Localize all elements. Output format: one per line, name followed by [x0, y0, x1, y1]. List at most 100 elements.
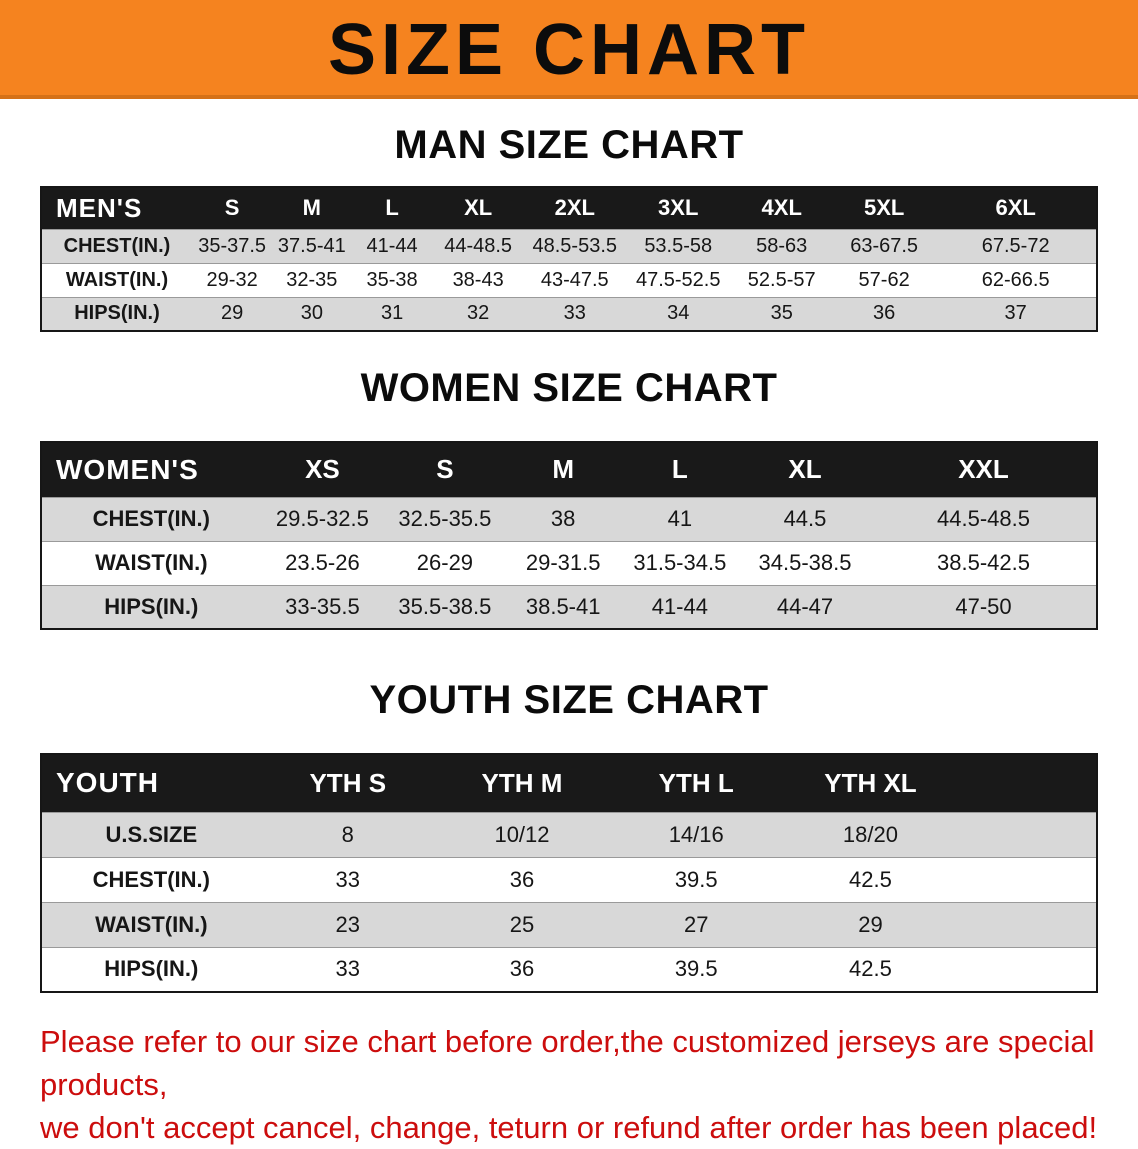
table-cell: 29-31.5 [505, 540, 621, 585]
table-cell: 48.5-53.5 [523, 228, 626, 263]
youth-size-table: YOUTH YTH S YTH M YTH L YTH XL U.S.SIZE … [40, 753, 1098, 993]
table-cell: 43-47.5 [523, 262, 626, 297]
men-column-header: L [351, 187, 433, 229]
youth-section-heading: YOUTH SIZE CHART [369, 678, 769, 722]
women-table-title: WOMEN'S [41, 442, 261, 497]
table-cell: 39.5 [609, 946, 784, 992]
men-column-header: M [272, 187, 352, 229]
youth-column-header: YTH L [609, 754, 784, 812]
table-cell: 36 [434, 856, 610, 902]
youth-section: YOUTH SIZE CHART YOUTH YTH S YTH M YTH L… [0, 678, 1138, 993]
spacer-cell [957, 754, 1097, 812]
women-column-header: L [620, 442, 739, 497]
table-cell: 29 [783, 901, 958, 947]
table-cell: 47.5-52.5 [625, 262, 731, 297]
row-label: CHEST(IN.) [41, 496, 261, 541]
women-column-header: XS [260, 442, 385, 497]
men-section: MAN SIZE CHART MEN'S S M L XL 2XL 3XL 4X… [0, 123, 1138, 332]
youth-ussize-row: U.S.SIZE 8 10/12 14/16 18/20 [41, 811, 1097, 857]
table-cell: 33-35.5 [260, 584, 385, 629]
row-label: WAIST(IN.) [41, 540, 261, 585]
women-section: WOMEN SIZE CHART WOMEN'S XS S M L XL XXL [0, 366, 1138, 630]
youth-column-header: YTH M [434, 754, 610, 812]
youth-column-header: YTH XL [783, 754, 958, 812]
row-label: HIPS(IN.) [41, 584, 261, 629]
table-cell: 18/20 [783, 811, 958, 857]
table-cell: 47-50 [870, 584, 1097, 629]
table-cell: 44-48.5 [432, 228, 524, 263]
page-title: SIZE CHART [328, 9, 810, 90]
table-cell: 41-44 [351, 228, 433, 263]
table-cell: 29.5-32.5 [260, 496, 385, 541]
table-cell: 44.5-48.5 [870, 496, 1097, 541]
men-table-title: MEN'S [41, 187, 192, 229]
row-label: WAIST(IN.) [41, 262, 192, 297]
table-cell: 33 [260, 856, 435, 902]
table-cell: 25 [434, 901, 610, 947]
men-chest-row: CHEST(IN.) 35-37.5 37.5-41 41-44 44-48.5… [41, 228, 1097, 263]
table-cell: 35-37.5 [192, 228, 273, 263]
disclaimer: Please refer to our size chart before or… [40, 1021, 1098, 1149]
men-column-header: XL [432, 187, 524, 229]
table-cell: 36 [434, 946, 610, 992]
row-label: WAIST(IN.) [41, 901, 261, 947]
table-cell: 36 [832, 296, 936, 331]
table-cell: 39.5 [609, 856, 784, 902]
youth-table-header-row: YOUTH YTH S YTH M YTH L YTH XL [41, 754, 1097, 812]
table-cell: 8 [260, 811, 435, 857]
women-chest-row: CHEST(IN.) 29.5-32.5 32.5-35.5 38 41 44.… [41, 496, 1097, 541]
table-cell: 41 [620, 496, 739, 541]
women-column-header: XXL [870, 442, 1097, 497]
youth-waist-row: WAIST(IN.) 23 25 27 29 [41, 901, 1097, 947]
table-cell: 23 [260, 901, 435, 947]
table-cell: 38 [505, 496, 621, 541]
men-column-header: 5XL [832, 187, 936, 229]
table-cell: 34.5-38.5 [738, 540, 871, 585]
table-cell: 34 [625, 296, 731, 331]
table-cell: 23.5-26 [260, 540, 385, 585]
table-cell: 63-67.5 [832, 228, 936, 263]
table-cell: 32.5-35.5 [384, 496, 506, 541]
women-column-header: M [505, 442, 621, 497]
table-cell: 58-63 [730, 228, 833, 263]
youth-column-header: YTH S [260, 754, 435, 812]
women-table-header-row: WOMEN'S XS S M L XL XXL [41, 442, 1097, 497]
table-cell: 32 [432, 296, 524, 331]
table-cell: 33 [523, 296, 626, 331]
table-cell: 29-32 [192, 262, 273, 297]
table-cell: 53.5-58 [625, 228, 731, 263]
table-cell: 52.5-57 [730, 262, 833, 297]
row-label: HIPS(IN.) [41, 946, 261, 992]
table-cell: 26-29 [384, 540, 506, 585]
table-cell: 67.5-72 [935, 228, 1097, 263]
women-section-heading: WOMEN SIZE CHART [360, 366, 778, 410]
men-waist-row: WAIST(IN.) 29-32 32-35 35-38 38-43 43-47… [41, 262, 1097, 297]
table-cell: 30 [272, 296, 352, 331]
table-cell: 44.5 [738, 496, 871, 541]
women-size-table: WOMEN'S XS S M L XL XXL CHEST(IN.) 29.5-… [40, 441, 1098, 630]
women-column-header: XL [738, 442, 871, 497]
row-label: CHEST(IN.) [41, 228, 192, 263]
table-cell: 27 [609, 901, 784, 947]
table-cell: 44-47 [738, 584, 871, 629]
table-cell: 38.5-41 [505, 584, 621, 629]
spacer-cell [957, 901, 1097, 947]
table-cell: 35-38 [351, 262, 433, 297]
table-cell: 10/12 [434, 811, 610, 857]
row-label: CHEST(IN.) [41, 856, 261, 902]
table-cell: 35 [730, 296, 833, 331]
youth-chest-row: CHEST(IN.) 33 36 39.5 42.5 [41, 856, 1097, 902]
banner: SIZE CHART [0, 0, 1138, 99]
table-cell: 57-62 [832, 262, 936, 297]
row-label: U.S.SIZE [41, 811, 261, 857]
men-column-header: 3XL [625, 187, 731, 229]
men-column-header: 2XL [523, 187, 626, 229]
women-column-header: S [384, 442, 506, 497]
men-column-header: S [192, 187, 273, 229]
table-cell: 31.5-34.5 [620, 540, 739, 585]
men-table-header-row: MEN'S S M L XL 2XL 3XL 4XL 5XL 6XL [41, 187, 1097, 229]
table-cell: 37.5-41 [272, 228, 352, 263]
table-cell: 42.5 [783, 856, 958, 902]
women-hips-row: HIPS(IN.) 33-35.5 35.5-38.5 38.5-41 41-4… [41, 584, 1097, 629]
